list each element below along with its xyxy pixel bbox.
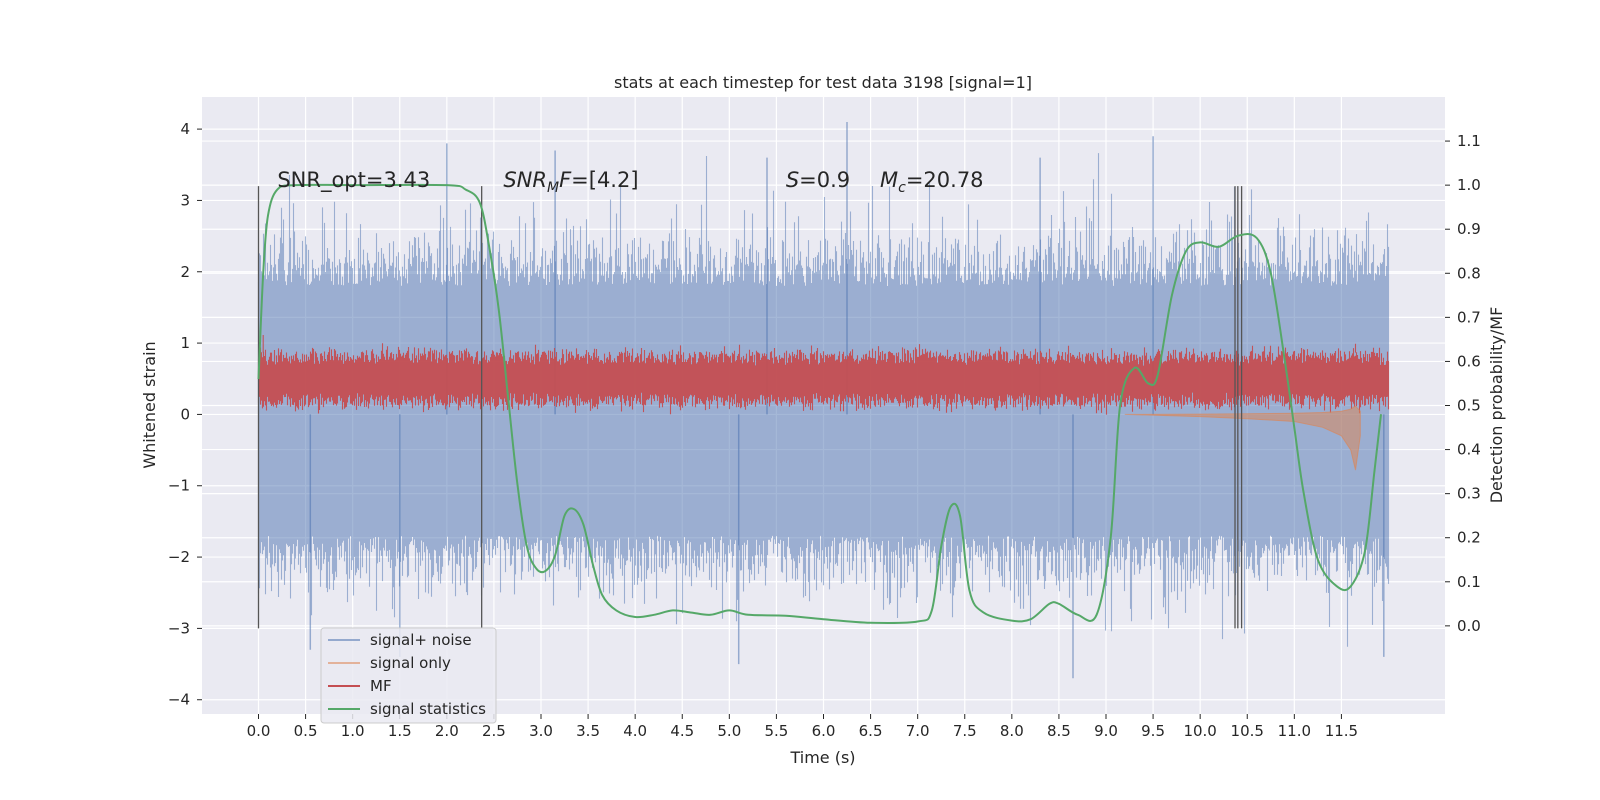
vertical-markers: [257, 186, 1243, 629]
signal-statistics-line: [257, 183, 1382, 625]
y-tick-label: 1: [180, 334, 190, 352]
x-tick-label: 9.0: [1094, 722, 1118, 740]
signal-noise-peaks: [309, 122, 1385, 679]
x-tick-label: 8.0: [1000, 722, 1024, 740]
x-tick-label: 1.5: [388, 722, 412, 740]
x-tick-label: 10.5: [1231, 722, 1264, 740]
x-tick-label: 5.5: [764, 722, 788, 740]
legend-box: [320, 627, 497, 724]
signal-only-trace: [1124, 405, 1361, 471]
x-tick-label: 2.5: [482, 722, 506, 740]
legend-label-signal-statistics: signal statistics: [370, 700, 486, 718]
y-tick-label: 4: [180, 120, 190, 138]
legend-label-signal-noise: signal+ noise: [370, 631, 472, 649]
y-tick-label: 3: [180, 191, 190, 209]
legend-label-mf: MF: [370, 677, 392, 695]
chart-title: stats at each timestep for test data 319…: [614, 73, 1032, 92]
x-tick-label: 7.5: [953, 722, 977, 740]
x-tick-label: 10.0: [1183, 722, 1216, 740]
y-right-tick-label: 0.2: [1457, 529, 1481, 547]
y-tick-label: −4: [168, 691, 190, 709]
annotation-1: SNRMF=[4.2]: [503, 168, 638, 196]
legend: signal+ noise signal only MF signal stat…: [320, 627, 497, 724]
x-tick-label: 0.0: [247, 722, 271, 740]
y-right-tick-label: 0.8: [1457, 264, 1481, 282]
y-right-tick-label: 0.7: [1457, 308, 1481, 326]
y-right-tick-label: 0.4: [1457, 441, 1481, 459]
x-tick-label: 8.5: [1047, 722, 1071, 740]
x-tick-label: 6.0: [812, 722, 836, 740]
x-tick-label: 9.5: [1141, 722, 1165, 740]
x-tick-label: 4.5: [670, 722, 694, 740]
y-tick-label: −1: [168, 477, 190, 495]
x-tick-label: 7.0: [906, 722, 930, 740]
legend-label-signal-only: signal only: [370, 654, 451, 672]
x-tick-label: 5.0: [717, 722, 741, 740]
x-tick-label: 3.0: [529, 722, 553, 740]
y-right-tick-label: 0.3: [1457, 485, 1481, 503]
x-tick-label: 3.5: [576, 722, 600, 740]
annotation-3: Mc=20.78: [880, 168, 984, 196]
annotations: SNR_opt=3.43 SNRMF=[4.2] S=0.9 Mc=20.78: [277, 168, 983, 196]
annotation-0: SNR_opt=3.43: [277, 168, 430, 193]
y-right-tick-label: 0.0: [1457, 617, 1481, 635]
y-right-tick-label: 0.5: [1457, 397, 1481, 415]
x-tick-label: 11.5: [1325, 722, 1358, 740]
y-tick-label: −3: [168, 619, 190, 637]
axis-ticks: 0.0 0.5 1.0 1.5 2.0 2.5 3.0 3.5 4.0 4.5 5.0 5.5 6.0 6…: [168, 120, 1481, 740]
x-tick-label: 4.0: [623, 722, 647, 740]
x-tick-label: 6.5: [859, 722, 883, 740]
series-signal-only: [1124, 405, 1361, 471]
x-axis-title: Time (s): [789, 748, 855, 767]
annotation-2: S=0.9: [786, 168, 850, 192]
y-right-tick-label: 0.1: [1457, 573, 1481, 591]
y-axis-title: Whitened strain: [140, 341, 159, 468]
y-right-tick-label: 0.6: [1457, 352, 1481, 370]
y-right-tick-label: 1.0: [1457, 176, 1481, 194]
y-right-tick-label: 0.9: [1457, 220, 1481, 238]
series-signal-statistics: [257, 183, 1382, 625]
x-tick-label: 2.0: [435, 722, 459, 740]
y-axis-right-title: Detection probability/MF: [1487, 307, 1506, 504]
x-tick-label: 1.0: [341, 722, 365, 740]
y-tick-label: 0: [180, 405, 190, 423]
x-tick-label: 11.0: [1278, 722, 1311, 740]
y-tick-label: 2: [180, 263, 190, 281]
x-tick-label: 0.5: [294, 722, 318, 740]
y-tick-label: −2: [168, 548, 190, 566]
y-right-tick-label: 1.1: [1457, 132, 1481, 150]
